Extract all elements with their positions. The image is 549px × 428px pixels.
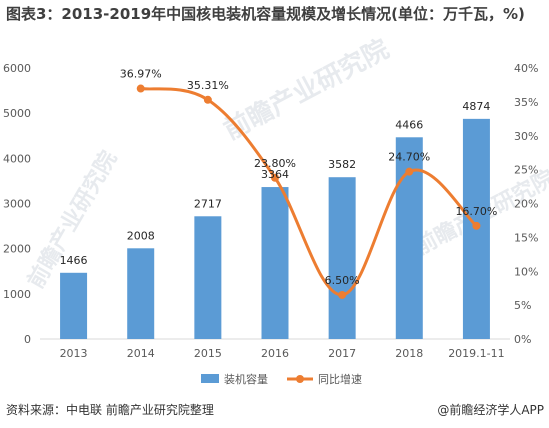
line-point (203, 95, 212, 104)
y-left-tick-label: 0 (24, 333, 31, 346)
bar-value-label: 4466 (395, 118, 423, 131)
y-right-tick-label: 40% (514, 62, 538, 75)
bar (328, 177, 356, 339)
legend-bar-swatch (201, 374, 219, 383)
line-point (405, 167, 414, 176)
brand-credit: @前瞻经济学人APP (437, 403, 544, 417)
source-note: 资料来源：中电联 前瞻产业研究院整理 (6, 403, 214, 417)
bar (194, 216, 222, 339)
x-tick-label: 2018 (395, 347, 423, 360)
bar-value-label: 2008 (127, 229, 155, 242)
bar (395, 137, 423, 339)
y-right-tick-label: 5% (514, 299, 531, 312)
line-point (472, 221, 481, 230)
watermark-text: 前瞻产业研究院 (219, 33, 394, 146)
line-series (136, 84, 481, 299)
bar (60, 272, 88, 339)
bar-value-label: 4874 (462, 100, 490, 113)
line-value-label: 16.70% (455, 205, 497, 218)
watermark-text: 前瞻产业研究院 (23, 147, 123, 293)
data-labels: 1466 2008 2717 3364 3582 4466 4874 36.97% 35.31%… (60, 68, 498, 287)
y-left-tick-label: 4000 (3, 152, 31, 165)
y-left-tick-label: 3000 (3, 198, 31, 211)
y-left-tick-label: 2000 (3, 243, 31, 256)
x-tick-label: 2013 (60, 347, 88, 360)
y-left-tick-label: 1000 (3, 288, 31, 301)
y-left-tick-label: 6000 (3, 62, 31, 75)
legend-line-label: 同比增速 (318, 372, 362, 386)
y-right-tick-label: 0% (514, 333, 531, 346)
y-right-tick-label: 10% (514, 265, 538, 278)
y-right-tick-label: 15% (514, 231, 538, 244)
bar-value-label: 3364 (261, 168, 289, 181)
footer: 资料来源：中电联 前瞻产业研究院整理 @前瞻经济学人APP (6, 401, 544, 419)
x-tick-label: 2015 (194, 347, 222, 360)
y-right-tick-label: 25% (514, 164, 538, 177)
chart-title: 图表3：2013-2019年中国核电装机容量规模及增长情况(单位：万千瓦，%) (6, 5, 525, 23)
line-value-label: 6.50% (325, 274, 360, 287)
line-value-label: 23.80% (254, 157, 296, 170)
line-value-label: 35.31% (187, 79, 229, 92)
x-tick-label: 2019.1-11 (448, 347, 504, 360)
y-left-tick-label: 5000 (3, 107, 31, 120)
bar-value-label: 2717 (194, 197, 222, 210)
legend-bar-label: 装机容量 (224, 372, 268, 386)
y-right-tick-label: 35% (514, 96, 538, 109)
x-tick-label: 2016 (261, 347, 289, 360)
line-point (271, 173, 279, 182)
line-point (338, 290, 347, 299)
line-point (136, 84, 145, 93)
legend: 装机容量 同比增速 (201, 372, 362, 386)
line-value-label: 36.97% (120, 68, 162, 81)
bar-value-label: 3582 (328, 158, 356, 171)
growth-line (140, 87, 478, 297)
line-value-label: 24.70% (388, 151, 430, 164)
bar (127, 248, 155, 339)
x-tick-label: 2014 (127, 347, 155, 360)
y-right-tick-label: 20% (514, 198, 538, 211)
legend-line-marker (296, 375, 304, 383)
bar (261, 187, 289, 339)
bar-value-label: 1466 (60, 254, 88, 267)
x-tick-label: 2017 (328, 347, 356, 360)
y-right-tick-label: 30% (514, 130, 538, 143)
